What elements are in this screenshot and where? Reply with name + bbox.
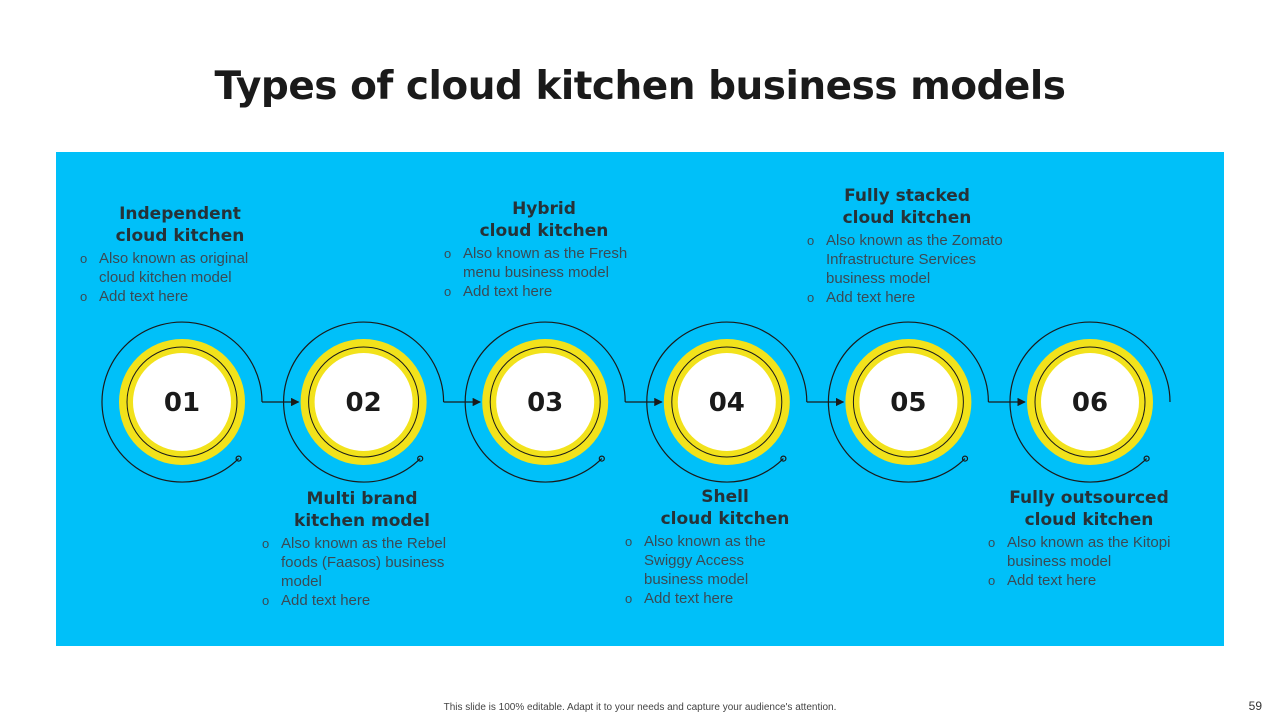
white-core [496, 353, 595, 451]
step-bullet: Add text here [807, 288, 1027, 307]
loop-arc [283, 321, 445, 483]
arc-end-dot [1143, 455, 1150, 462]
inner-outline-ring [308, 346, 420, 458]
white-core [859, 353, 958, 451]
step-heading: Multi brand kitchen model [294, 489, 430, 531]
step-bullet: Also known as the Rebel foods (Faasos) b… [262, 534, 461, 591]
step-bullet: Also known as the Kitopi business model [988, 533, 1197, 571]
step-block-03: Hybrid cloud kitchen Also known as the F… [444, 198, 654, 301]
inner-outline-ring [852, 346, 964, 458]
step-number: 03 [527, 388, 563, 418]
footer-note: This slide is 100% editable. Adapt it to… [443, 702, 837, 713]
step-heading: Fully stacked cloud kitchen [842, 186, 972, 228]
step-node-01: 01 [101, 321, 300, 483]
white-core [133, 353, 231, 451]
step-bullet: Add text here [80, 287, 290, 306]
step-block-01: Independent cloud kitchen Also known as … [80, 203, 290, 306]
white-core [314, 353, 413, 451]
step-block-04: Shell cloud kitchen Also known as the Sw… [625, 486, 835, 608]
arc-end-dot [235, 455, 242, 462]
step-block-05: Fully stacked cloud kitchen Also known a… [807, 185, 1027, 307]
step-heading: Fully outsourced cloud kitchen [1009, 488, 1169, 530]
step-number: 05 [890, 388, 926, 418]
step-node-05: 05 [827, 321, 1026, 483]
arc-end-dot [961, 455, 969, 462]
arc-end-dot [417, 455, 424, 462]
step-node-06: 06 [1009, 321, 1171, 483]
step-number: 06 [1072, 388, 1108, 418]
step-node-02: 02 [283, 321, 482, 483]
step-bullet: Also known as the Fresh menu business mo… [444, 244, 643, 282]
step-bullet: Add text here [262, 591, 472, 610]
inner-outline-ring [489, 346, 601, 458]
white-core [677, 353, 776, 451]
step-bullet: Also known as original cloud kitchen mod… [80, 249, 269, 287]
step-bullet: Also known as the Swiggy Access business… [625, 532, 794, 589]
step-block-06: Fully outsourced cloud kitchen Also know… [988, 487, 1208, 590]
inner-outline-ring [1034, 346, 1146, 458]
step-heading: Hybrid cloud kitchen [479, 199, 609, 241]
step-block-02: Multi brand kitchen model Also known as … [262, 488, 472, 610]
white-core [1041, 353, 1139, 451]
step-node-03: 03 [464, 321, 663, 483]
arc-end-dot [598, 455, 605, 462]
loop-arc [646, 321, 808, 483]
step-node-04: 04 [646, 321, 845, 483]
step-heading: Independent cloud kitchen [115, 204, 245, 246]
step-number: 04 [709, 388, 745, 418]
step-bullet: Add text here [444, 282, 654, 301]
step-number: 01 [164, 388, 200, 418]
loop-arc [827, 321, 989, 483]
inner-outline-ring [126, 346, 238, 458]
step-bullet: Also known as the Zomato Infrastructure … [807, 231, 1016, 288]
loop-arc [101, 321, 263, 483]
step-heading: Shell cloud kitchen [660, 487, 790, 529]
arc-end-dot [780, 455, 787, 462]
page-title: Types of cloud kitchen business models [214, 64, 1066, 109]
step-number: 02 [346, 388, 382, 418]
inner-outline-ring [671, 346, 783, 458]
page-number: 59 [1248, 699, 1262, 713]
step-bullet: Add text here [625, 589, 835, 608]
step-bullet: Add text here [988, 571, 1208, 590]
loop-arc [1009, 321, 1171, 483]
loop-arc [464, 321, 626, 483]
